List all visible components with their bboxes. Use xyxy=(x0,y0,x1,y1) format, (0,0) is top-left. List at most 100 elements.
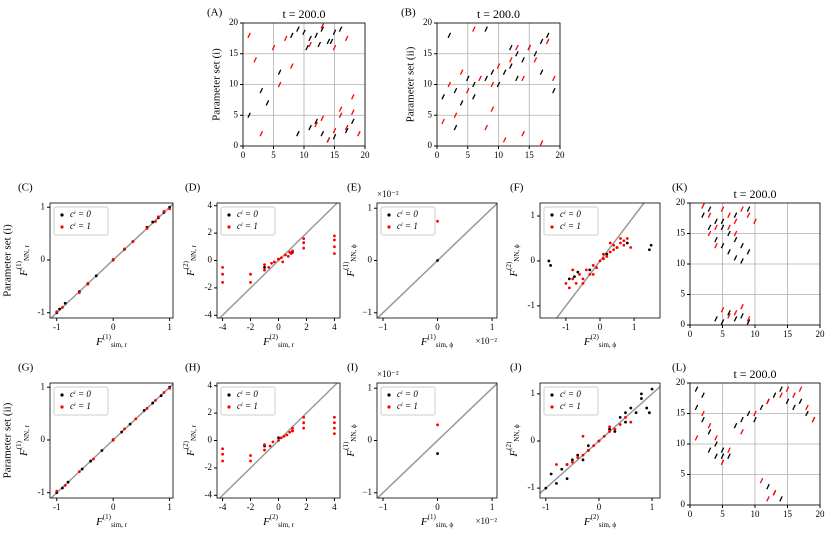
agent xyxy=(746,319,751,325)
agent xyxy=(727,310,731,316)
point xyxy=(555,463,558,466)
agent xyxy=(332,133,337,140)
x-tick-label: -2 xyxy=(247,322,255,332)
point xyxy=(581,458,585,462)
point xyxy=(586,448,590,452)
label-base: F xyxy=(345,450,357,458)
label-sup: (1) xyxy=(15,440,23,449)
agent xyxy=(714,316,718,322)
axis-label: F(1)sim, r xyxy=(95,513,128,529)
legend-label: cⁱ = 1 xyxy=(70,221,91,231)
point xyxy=(263,265,266,269)
label-sup: (2) xyxy=(270,333,279,341)
x-tick-label: 0 xyxy=(597,502,602,512)
agent xyxy=(490,69,495,75)
agent xyxy=(740,258,744,264)
y-tick-label: 2 xyxy=(208,407,213,417)
label-base: F xyxy=(508,270,520,278)
agent xyxy=(707,206,712,212)
label-sub: NN, ϕ xyxy=(350,424,358,442)
point xyxy=(608,241,612,245)
agent xyxy=(701,410,705,417)
y-tick-label: -1 xyxy=(38,487,46,497)
x-tick-label: 0 xyxy=(435,322,440,332)
point xyxy=(560,467,564,471)
point xyxy=(619,237,622,240)
x-tick-label: 0 xyxy=(276,502,281,512)
agent xyxy=(314,121,318,128)
agent xyxy=(265,100,270,106)
point xyxy=(634,411,638,415)
axis-label: F(2)NN, ϕ xyxy=(505,424,521,458)
point xyxy=(145,226,149,230)
agent xyxy=(727,249,731,255)
axis-label: F(1)NN, ϕ xyxy=(342,424,358,458)
x-tick-label: 0 xyxy=(111,502,116,512)
point xyxy=(592,444,596,448)
x-tick-label: 15 xyxy=(330,150,340,160)
agent xyxy=(727,224,731,231)
axes-frame xyxy=(49,202,174,319)
label-sub: NN, r xyxy=(23,244,31,261)
x-tick-label: 10 xyxy=(494,150,504,160)
agent xyxy=(338,26,343,32)
agent xyxy=(727,313,731,319)
axis-label: F(1)sim, ϕ xyxy=(420,333,454,349)
y-tick-label: 20 xyxy=(676,377,686,387)
agent xyxy=(753,410,757,417)
agent xyxy=(701,416,705,423)
x-tick-label: -1 xyxy=(53,502,61,512)
point xyxy=(567,277,571,281)
label-sup: (1) xyxy=(428,513,437,521)
x-tick-label: 1 xyxy=(490,502,495,512)
point xyxy=(576,456,580,459)
legend-marker xyxy=(550,225,554,229)
point xyxy=(249,272,252,276)
panel-letter: (D) xyxy=(185,182,201,194)
agent xyxy=(472,26,476,32)
panel-letter: (C) xyxy=(18,182,33,194)
y-tick-label: 0 xyxy=(428,140,433,150)
x-tick-label: 20 xyxy=(361,150,371,160)
x-tick-label: 10 xyxy=(751,509,761,519)
point xyxy=(221,447,224,451)
agent xyxy=(308,35,312,42)
point xyxy=(602,434,606,438)
label-base: F xyxy=(18,269,30,277)
x-tick-label: 0 xyxy=(688,329,693,339)
label-base: F xyxy=(262,336,270,348)
point xyxy=(302,415,306,419)
y-tick-label: 20 xyxy=(676,197,686,207)
legend-marker xyxy=(227,213,231,217)
agent xyxy=(290,32,294,39)
y-tick-label: 20 xyxy=(423,17,433,27)
agent xyxy=(694,404,699,411)
y-tick-label: 0 xyxy=(41,434,46,444)
panel-title: t = 200.0 xyxy=(282,7,325,21)
x-tick-label: -1 xyxy=(562,322,570,332)
point xyxy=(581,453,585,457)
identity-line xyxy=(377,382,498,499)
agent xyxy=(805,410,809,417)
agent xyxy=(701,392,705,398)
agent xyxy=(459,100,464,106)
agent xyxy=(552,87,556,94)
point xyxy=(272,260,276,264)
label-sup: (2) xyxy=(505,441,513,450)
label-sup: (1) xyxy=(15,260,23,269)
legend-label: cⁱ = 1 xyxy=(237,401,258,411)
axis-label: F(2)sim, ϕ xyxy=(583,333,617,349)
panel-letter: (I) xyxy=(347,362,358,374)
point xyxy=(142,409,146,412)
panel-letter: (A) xyxy=(207,7,223,19)
agent xyxy=(720,319,725,325)
point xyxy=(586,444,590,448)
label-sub: NN, ϕ xyxy=(350,244,358,262)
y-tick-label: 1 xyxy=(531,210,536,220)
label-base: F xyxy=(420,336,428,348)
agent xyxy=(320,115,325,122)
legend-label: cⁱ = 0 xyxy=(560,389,581,399)
x-tick-label: 5 xyxy=(720,329,725,339)
agent xyxy=(733,212,738,218)
agent xyxy=(308,124,312,131)
